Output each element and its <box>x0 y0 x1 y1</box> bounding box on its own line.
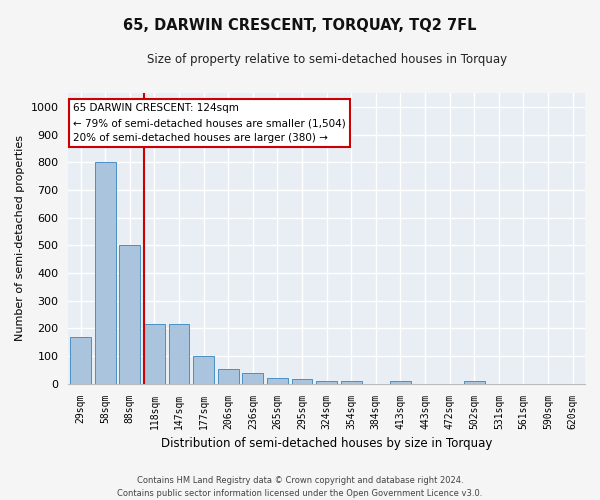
Bar <box>267 378 288 384</box>
Bar <box>119 246 140 384</box>
Y-axis label: Number of semi-detached properties: Number of semi-detached properties <box>15 136 25 342</box>
Bar <box>292 378 313 384</box>
Title: Size of property relative to semi-detached houses in Torquay: Size of property relative to semi-detach… <box>146 52 507 66</box>
Text: 65 DARWIN CRESCENT: 124sqm
← 79% of semi-detached houses are smaller (1,504)
20%: 65 DARWIN CRESCENT: 124sqm ← 79% of semi… <box>73 103 346 143</box>
Bar <box>464 381 485 384</box>
Bar <box>218 369 239 384</box>
Bar <box>341 381 362 384</box>
Bar <box>144 324 165 384</box>
Bar <box>95 162 116 384</box>
Text: Contains HM Land Registry data © Crown copyright and database right 2024.
Contai: Contains HM Land Registry data © Crown c… <box>118 476 482 498</box>
Text: 65, DARWIN CRESCENT, TORQUAY, TQ2 7FL: 65, DARWIN CRESCENT, TORQUAY, TQ2 7FL <box>123 18 477 32</box>
X-axis label: Distribution of semi-detached houses by size in Torquay: Distribution of semi-detached houses by … <box>161 437 493 450</box>
Bar <box>70 336 91 384</box>
Bar <box>242 374 263 384</box>
Bar <box>316 381 337 384</box>
Bar <box>169 324 190 384</box>
Bar <box>193 356 214 384</box>
Bar <box>390 381 411 384</box>
